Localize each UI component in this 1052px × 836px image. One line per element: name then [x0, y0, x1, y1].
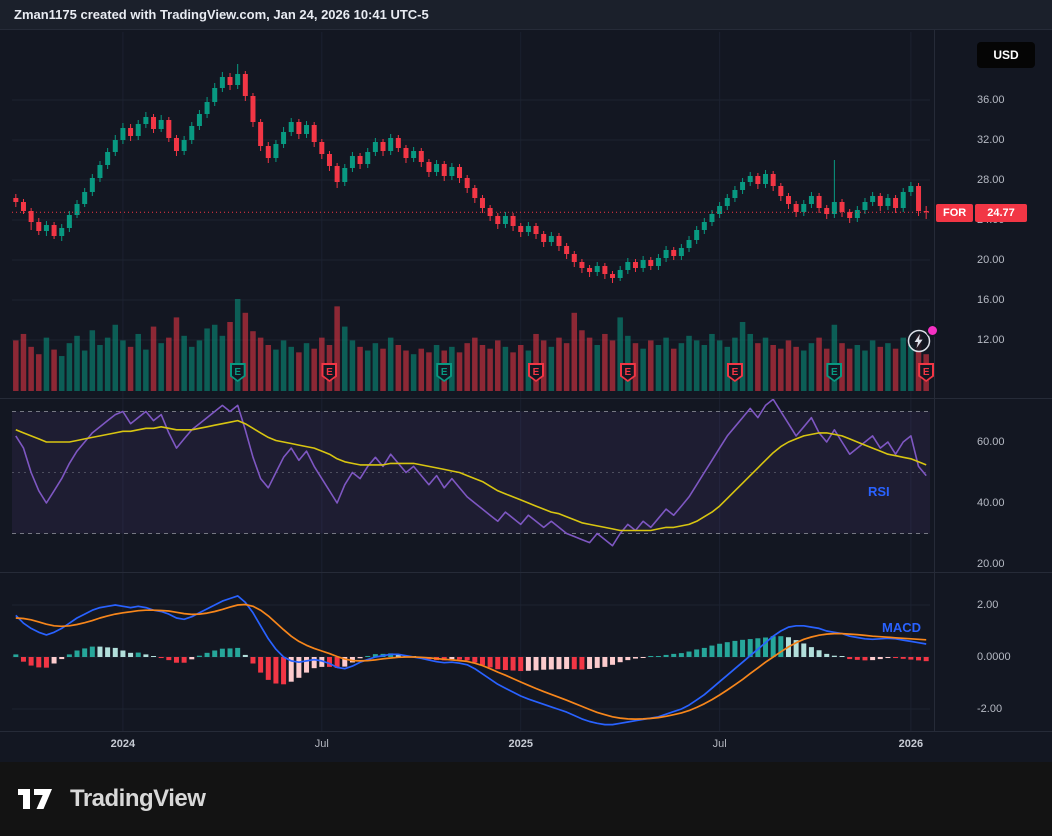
- rsi-band: [12, 411, 930, 534]
- price-axis-label: 36.00: [977, 94, 1005, 106]
- earnings-letter: E: [323, 365, 336, 380]
- last-price-tag: FOR 24.77: [936, 204, 1027, 222]
- macd-axis-label: 0.0000: [977, 651, 1011, 663]
- macd-indicator-label[interactable]: MACD: [882, 620, 921, 635]
- rsi-indicator-label[interactable]: RSI: [868, 484, 890, 499]
- time-axis-label: 2025: [508, 738, 533, 750]
- earnings-letter: E: [530, 365, 543, 380]
- macd-axis-label: -2.00: [977, 703, 1003, 715]
- magic-ai-button[interactable]: [904, 324, 939, 356]
- price-axis-label: 32.00: [977, 134, 1005, 146]
- rsi-axis-label: 60.00: [977, 436, 1005, 448]
- price-axis-label: 20.00: [977, 254, 1005, 266]
- price-axis-label: 28.00: [977, 174, 1005, 186]
- earnings-letter: E: [728, 365, 741, 380]
- earnings-icon[interactable]: E: [619, 363, 636, 382]
- candlesticks: [13, 64, 929, 283]
- tradingview-wordmark: TradingView: [70, 785, 206, 812]
- earnings-icon[interactable]: E: [229, 363, 246, 382]
- rsi-lines: [15, 398, 927, 547]
- macd-axis-label: 2.00: [977, 599, 999, 611]
- time-axis-label: Jul: [314, 738, 329, 750]
- tradingview-logo[interactable]: TradingView: [16, 782, 206, 816]
- volume-bars: [13, 299, 929, 391]
- price-axis-label: 16.00: [977, 294, 1005, 306]
- footer-bar: TradingView: [0, 762, 1052, 836]
- last-price-value: 24.77: [975, 204, 1027, 222]
- earnings-letter: E: [828, 365, 841, 380]
- attribution-bar: Zman1175 created with TradingView.com, J…: [0, 0, 1052, 30]
- ticker-label: FOR: [936, 204, 974, 222]
- earnings-icon[interactable]: E: [321, 363, 338, 382]
- earnings-letter: E: [438, 365, 451, 380]
- earnings-icon[interactable]: E: [826, 363, 843, 382]
- tradingview-logo-icon: [18, 789, 52, 809]
- lightning-icon: [907, 329, 931, 353]
- panel-separators: [0, 30, 1052, 732]
- time-axis-label: 2024: [110, 738, 136, 750]
- rsi-axis-label: 20.00: [977, 558, 1005, 570]
- earnings-icon[interactable]: E: [528, 363, 545, 382]
- currency-badge[interactable]: USD: [977, 42, 1035, 68]
- notification-dot: [926, 324, 939, 337]
- rsi-axis-label: 40.00: [977, 497, 1005, 509]
- price-axis-label: 12.00: [977, 334, 1005, 346]
- time-axis-label: Jul: [712, 738, 727, 750]
- earnings-icon[interactable]: E: [918, 363, 935, 382]
- time-axis-label: 2026: [898, 738, 924, 750]
- earnings-letter: E: [621, 365, 634, 380]
- attribution-text: Zman1175 created with TradingView.com, J…: [14, 7, 429, 22]
- earnings-letter: E: [920, 365, 933, 380]
- earnings-letter: E: [231, 365, 244, 380]
- earnings-icon[interactable]: E: [436, 363, 453, 382]
- gridlines: [12, 32, 930, 731]
- macd-panel: [13, 595, 929, 726]
- earnings-icon[interactable]: E: [726, 363, 743, 382]
